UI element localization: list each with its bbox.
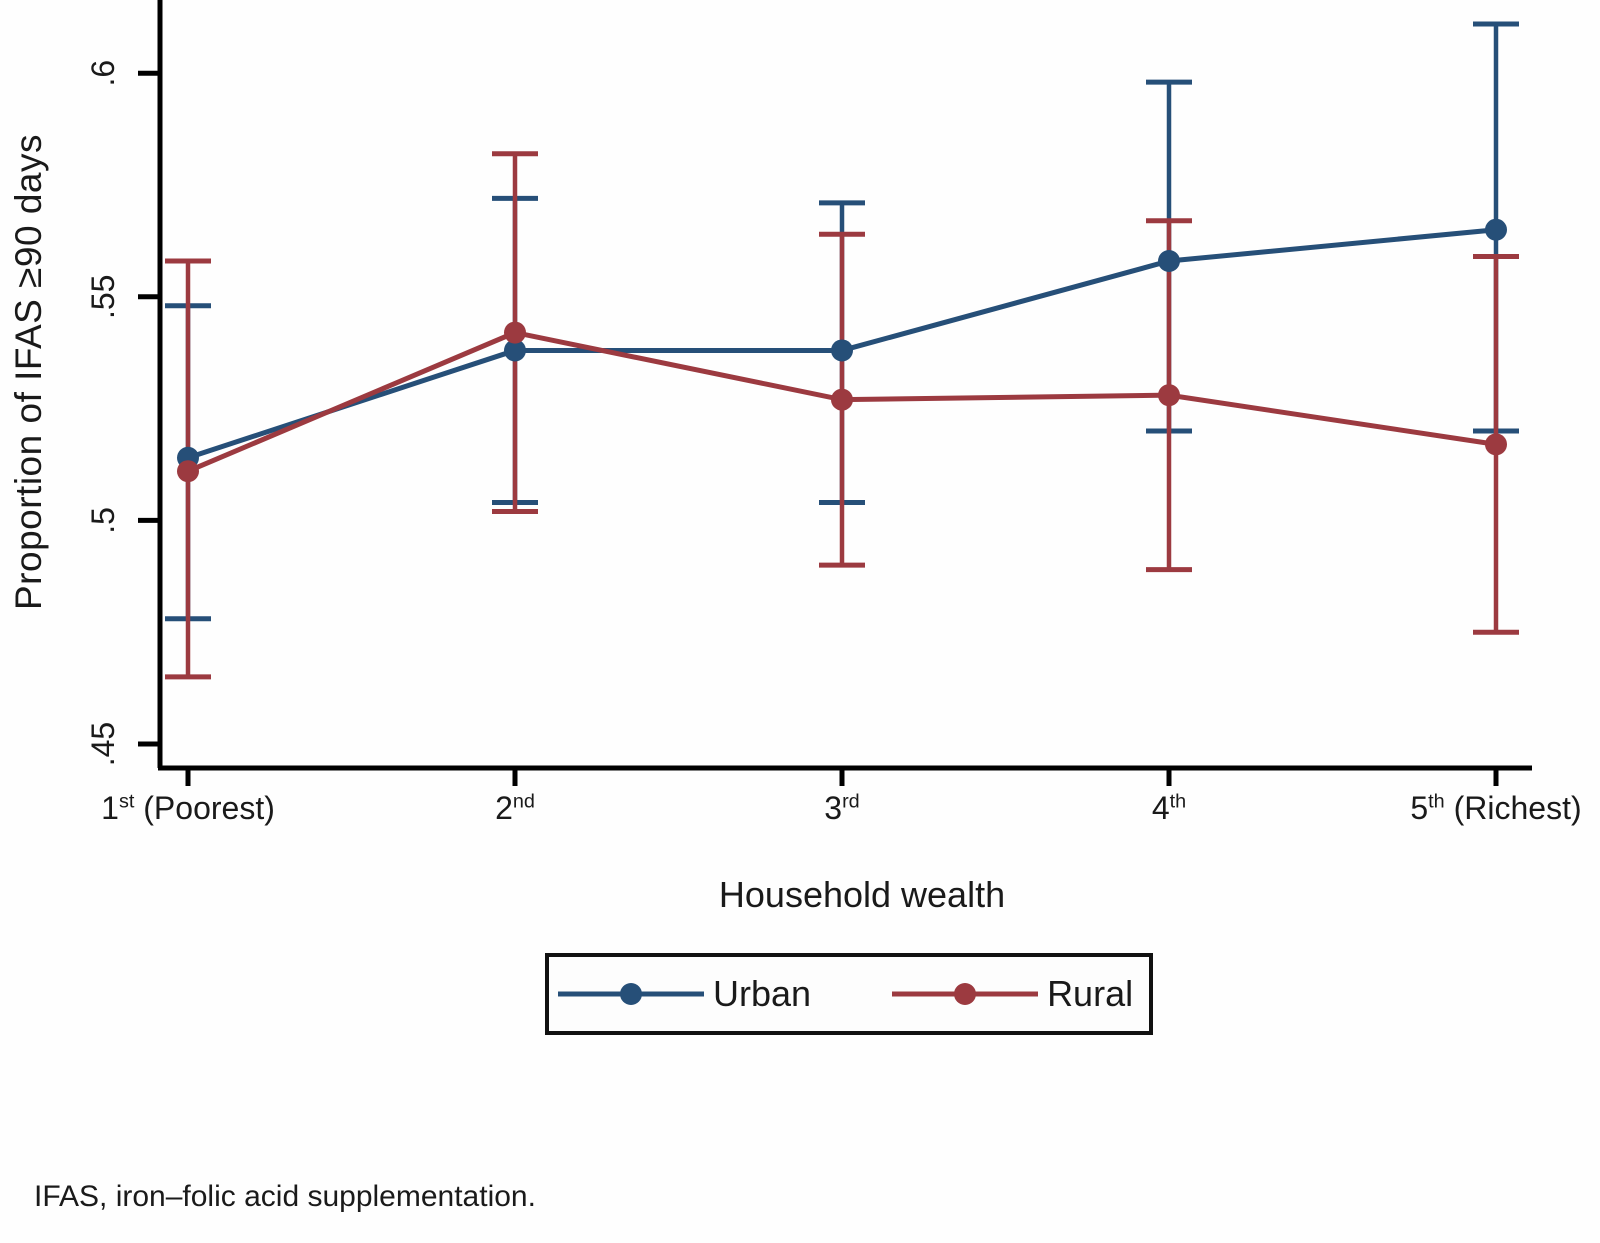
- x-category-label: 5th (Richest): [1410, 790, 1582, 826]
- urban-data-point-marker: [1158, 250, 1180, 273]
- figure-footnote: IFAS, iron–folic acid supplementation.: [34, 1180, 536, 1213]
- urban-data-point-marker: [1485, 218, 1507, 241]
- rural-data-point-marker: [177, 460, 199, 483]
- rural-legend-marker-icon: [954, 983, 977, 1005]
- urban-line-marker-swatch: [558, 983, 704, 1005]
- rural-data-point-marker: [1485, 433, 1507, 456]
- urban-data-point-marker: [504, 339, 526, 362]
- x-category-label: 4th: [1151, 790, 1187, 826]
- rural-line-marker-swatch: [892, 983, 1039, 1005]
- y-axis-title: Proportion of IFAS ≥90 days: [8, 134, 49, 610]
- rural-data-point-marker: [1158, 384, 1180, 407]
- x-category-label: 1st (Poorest): [101, 790, 275, 826]
- y-tick-label: .5: [85, 507, 121, 534]
- x-axis-title: Household wealth: [718, 874, 1006, 915]
- y-tick-label: .6: [85, 60, 121, 87]
- y-tick-label: .55: [85, 275, 121, 319]
- urban-data-point-marker: [831, 339, 853, 362]
- x-category-label: 2nd: [495, 790, 535, 826]
- legend-entry-rural: Rural: [889, 973, 1133, 1015]
- legend-label-rural: Rural: [1047, 973, 1134, 1014]
- rural-data-point-marker: [831, 388, 853, 411]
- rural-data-point-marker: [504, 321, 526, 344]
- x-category-label: 3rd: [824, 790, 860, 826]
- legend-label-urban: Urban: [713, 973, 812, 1014]
- legend: Urban Rural: [545, 953, 1153, 1035]
- urban-legend-marker-icon: [620, 983, 642, 1005]
- y-tick-label: .45: [85, 722, 121, 766]
- legend-entry-urban: Urban: [555, 973, 811, 1015]
